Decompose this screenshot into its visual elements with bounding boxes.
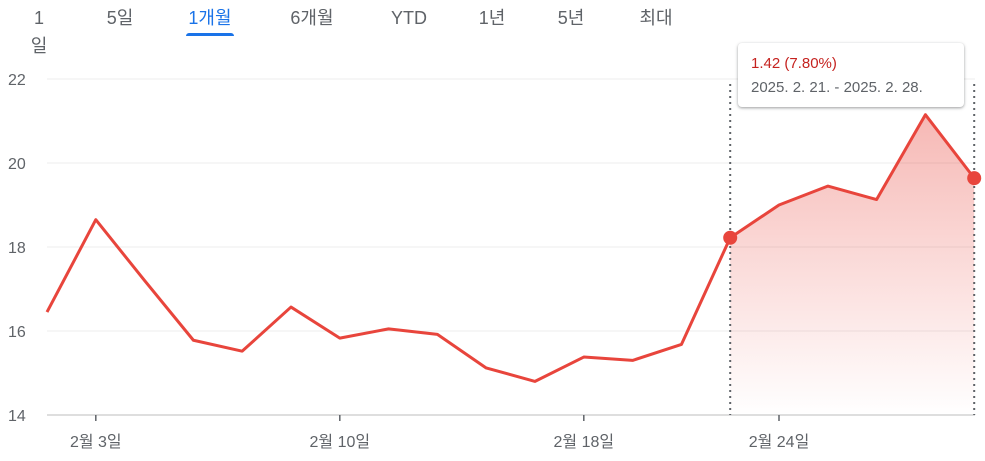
y-tick-label: 22 [8, 72, 26, 89]
tab-label: YTD [391, 8, 427, 28]
range-tooltip: 1.42 (7.80%) 2025. 2. 21. - 2025. 2. 28. [738, 43, 964, 107]
selection-area-fill [730, 114, 975, 415]
y-tick-label: 14 [8, 408, 26, 425]
x-tick-label: 2월 18일 [554, 433, 615, 451]
tab-2[interactable]: 1개월 [186, 4, 234, 36]
tab-0[interactable]: 1일 [26, 4, 52, 56]
x-tick-label: 2월 10일 [310, 433, 371, 451]
tab-5[interactable]: 1년 [477, 4, 507, 36]
tab-6[interactable]: 5년 [556, 4, 586, 36]
tab-label: 1일 [30, 8, 48, 56]
tab-label: 1년 [478, 8, 506, 28]
x-tick-label: 2월 24일 [749, 433, 810, 451]
tooltip-date-range: 2025. 2. 21. - 2025. 2. 28. [751, 79, 923, 96]
tab-7[interactable]: 최대 [637, 4, 675, 36]
tab-label: 1개월 [188, 8, 232, 28]
selection-start-marker [723, 230, 738, 245]
y-tick-label: 20 [8, 156, 26, 173]
y-tick-label: 16 [8, 324, 26, 341]
tab-label: 5일 [106, 8, 134, 28]
period-tabs: 1일 5일 1개월 6개월 YTD 1년 5년 최대 [0, 0, 985, 56]
tab-1[interactable]: 5일 [104, 4, 136, 36]
x-tick-label: 2월 3일 [70, 433, 122, 451]
tab-label: 6개월 [290, 8, 334, 28]
price-line [45, 113, 976, 383]
selection-end-marker [967, 171, 982, 186]
tab-3[interactable]: 6개월 [285, 4, 339, 36]
y-tick-label: 18 [8, 240, 26, 257]
active-tab-indicator [186, 33, 234, 36]
tab-label: 5년 [557, 8, 585, 28]
tab-label: 최대 [639, 8, 673, 28]
tab-4[interactable]: YTD [388, 4, 430, 36]
tooltip-change: 1.42 (7.80%) [751, 55, 837, 72]
